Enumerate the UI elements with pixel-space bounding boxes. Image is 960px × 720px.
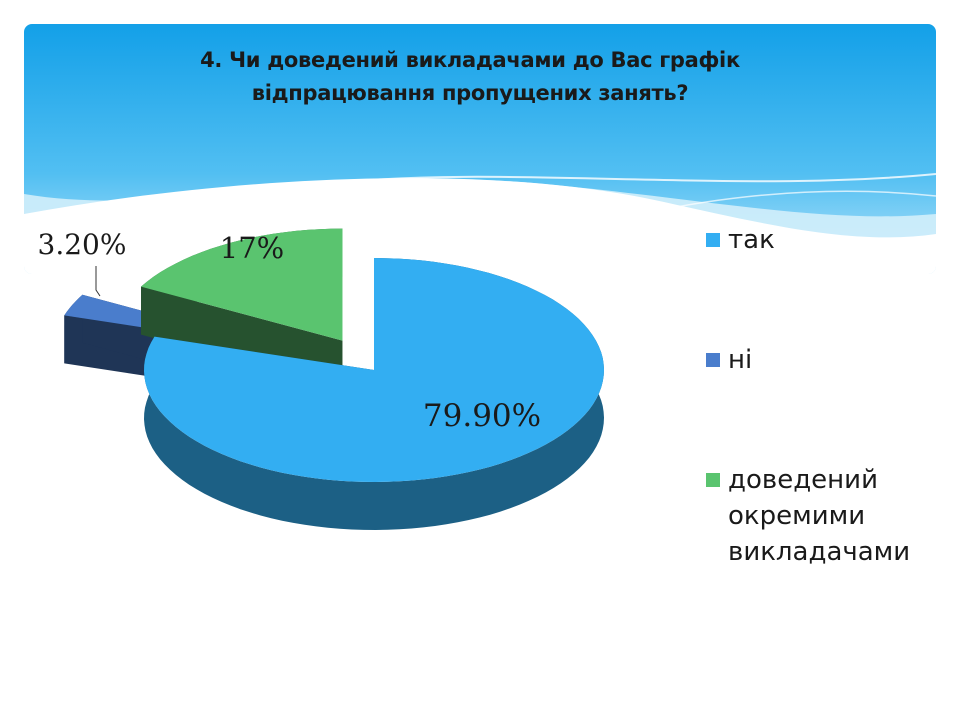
data-label-dovedenyi: 17% <box>220 231 284 265</box>
data-label-ni: 3.20% <box>38 228 127 261</box>
pie-slice-tak <box>144 258 604 530</box>
legend-item-tak: так <box>706 222 928 258</box>
chart-title: 4. Чи доведений викладачами до Вас графі… <box>200 48 740 105</box>
leader-line-ni <box>95 266 101 297</box>
legend-item-ni: ні <box>706 342 928 378</box>
legend-label-dovedenyi: доведений окремими викладачами <box>728 465 911 567</box>
legend-swatch-ni <box>706 353 720 367</box>
data-label-tak: 79.90% <box>423 398 541 434</box>
legend-swatch-tak <box>706 233 720 247</box>
legend-item-dovedenyi: доведений окремими викладачами <box>706 462 928 570</box>
legend-label-tak: так <box>728 225 775 255</box>
legend-swatch-dovedenyi <box>706 473 720 487</box>
legend-label-ni: ні <box>728 345 753 375</box>
